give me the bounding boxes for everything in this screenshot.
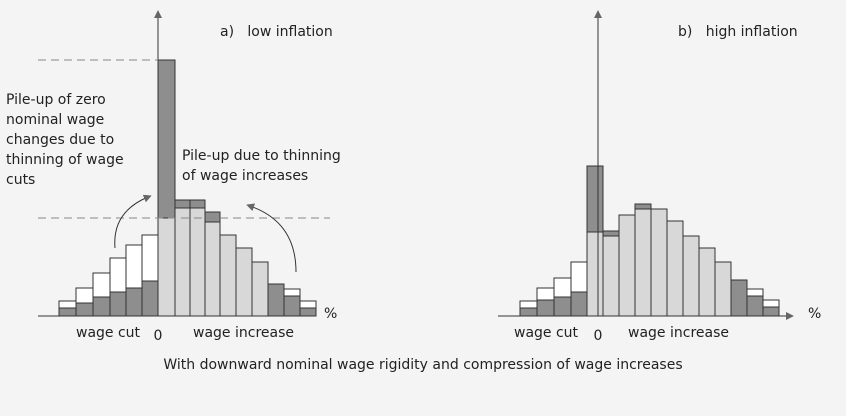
x-label: wage increase [193,325,294,341]
annotation-line: Pile-up due to thinning [182,148,341,164]
bar-segment [283,295,301,317]
x-label: 0 [594,328,603,344]
bar-segment [586,231,604,317]
x-label: wage cut [514,325,579,341]
bar-segment [157,217,176,317]
annotation-line: nominal wage [6,112,104,128]
bar-segment [762,306,780,317]
bar-segment [109,291,127,317]
annotation-line: cuts [6,172,35,188]
annotation-line: of wage increases [182,168,308,184]
bar-segment [730,279,748,317]
bar-segment [650,208,668,317]
annotation-line: changes due to [6,132,114,148]
bar-segment [299,307,317,317]
bar-segment [618,214,636,317]
annotation-line: Pile-up of zero [6,92,106,108]
bar-segment [682,235,700,317]
bar-segment [75,302,94,317]
panel-title: a) low inflation [220,24,333,40]
bar-segment [204,221,221,317]
bar-segment [141,280,159,317]
caption: With downward nominal wage rigidity and … [163,357,682,373]
histograms [58,59,780,317]
bar-segment [714,261,732,317]
x-label: wage increase [628,325,729,341]
bar-segment [634,208,652,317]
annotation: Pile-up of zero nominal wage changes due… [6,92,341,188]
bar-segment [235,247,253,317]
bar-segment [219,234,237,317]
bar-segment [570,291,588,317]
bar-segment [698,247,716,317]
x-label: wage cut [76,325,141,341]
bar-segment [536,299,555,317]
bar-segment [746,295,764,317]
bar-segment [125,287,143,317]
bar-segment [666,220,684,317]
bar-segment [267,283,285,317]
bar-segment [251,261,269,317]
annotation-line: thinning of wage [6,152,124,168]
x-label: 0 [154,328,163,344]
arrow [114,194,152,249]
arrow [246,203,297,273]
bar-segment [189,207,206,317]
bar-segment [553,296,572,317]
bar-segment [174,207,191,317]
bar-segment [602,235,620,317]
unit: % [808,306,821,322]
unit: % [324,306,337,322]
bar-segment [58,307,77,317]
bar-segment [519,307,538,317]
bar-segment [92,296,111,317]
panel-title: b) high inflation [678,24,798,40]
